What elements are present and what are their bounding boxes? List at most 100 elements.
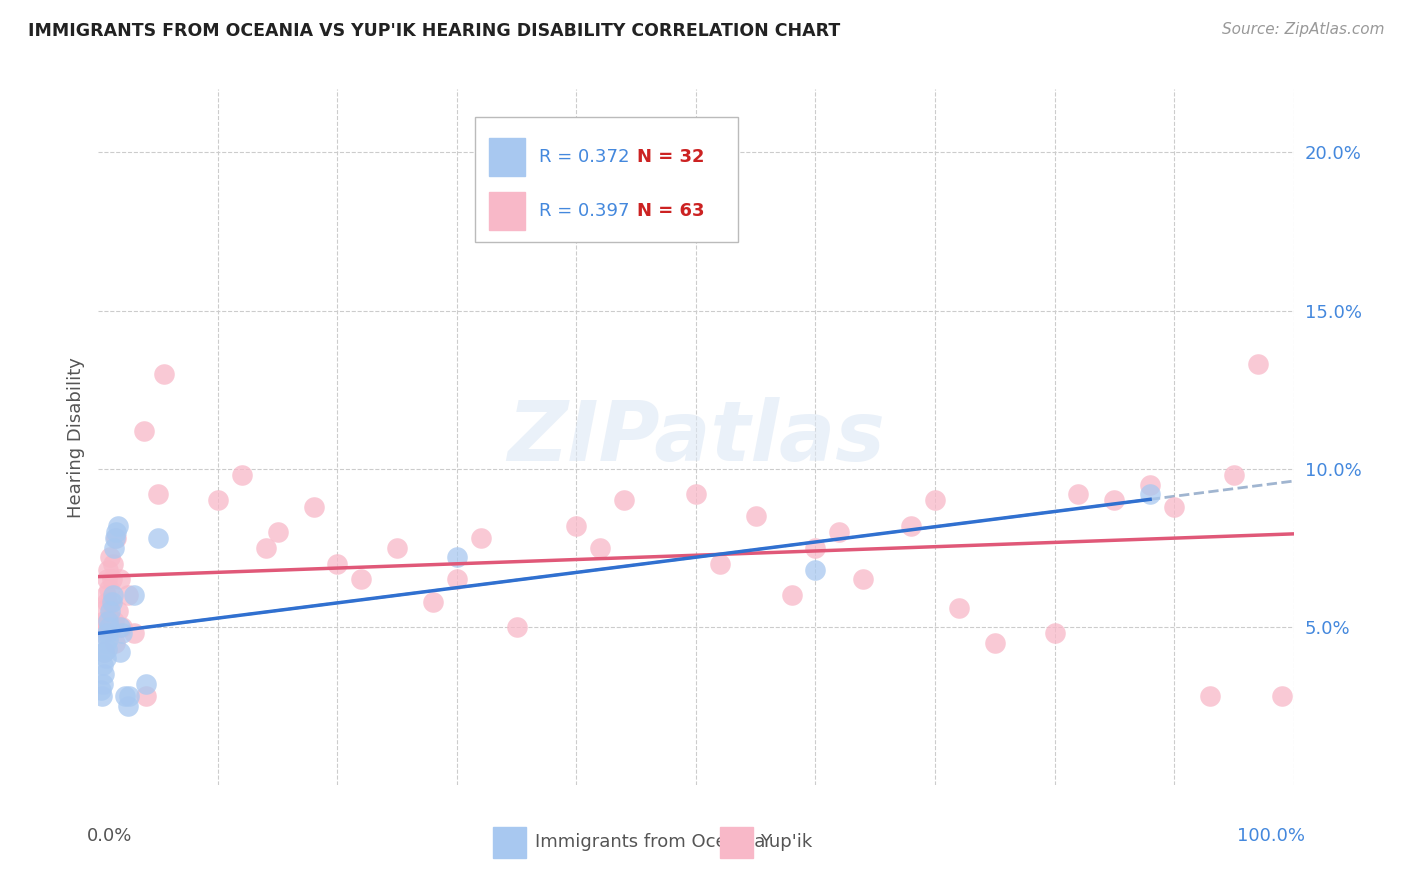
Point <box>148 531 170 545</box>
Point <box>118 690 141 704</box>
Point <box>90 620 112 634</box>
Point <box>97 632 120 647</box>
Point <box>267 524 290 539</box>
Text: R = 0.397: R = 0.397 <box>540 202 630 220</box>
Point <box>90 683 112 698</box>
Point <box>93 614 115 628</box>
FancyBboxPatch shape <box>489 138 524 177</box>
Point <box>107 518 129 533</box>
Point <box>117 698 139 713</box>
Point <box>111 626 134 640</box>
Text: N = 32: N = 32 <box>637 148 704 166</box>
Point <box>98 604 122 618</box>
Point <box>98 582 121 596</box>
Point <box>1223 468 1246 483</box>
Point <box>108 573 131 587</box>
Point <box>446 573 468 587</box>
Point <box>97 614 120 628</box>
Point <box>948 600 970 615</box>
Point <box>96 642 118 657</box>
Point <box>422 594 444 608</box>
Text: Yup'ik: Yup'ik <box>761 833 813 851</box>
FancyBboxPatch shape <box>494 827 526 858</box>
Point <box>132 424 155 438</box>
FancyBboxPatch shape <box>489 192 524 230</box>
Point <box>1199 690 1222 704</box>
Point <box>91 626 114 640</box>
Point <box>446 550 468 565</box>
Point <box>135 690 157 704</box>
Point <box>107 604 129 618</box>
Point <box>100 594 122 608</box>
Point <box>148 487 170 501</box>
Point <box>104 635 127 649</box>
Point <box>1139 487 1161 501</box>
Point <box>326 557 349 571</box>
Y-axis label: Hearing Disability: Hearing Disability <box>66 357 84 517</box>
Point <box>1067 487 1090 501</box>
Point <box>91 657 114 672</box>
Point <box>96 626 118 640</box>
Point <box>91 604 114 618</box>
Point <box>207 493 229 508</box>
Point <box>745 509 768 524</box>
Point <box>804 563 827 577</box>
Point <box>565 518 588 533</box>
Text: 100.0%: 100.0% <box>1237 827 1306 845</box>
Point <box>108 645 131 659</box>
Point <box>93 645 115 659</box>
Point <box>124 626 146 640</box>
Point <box>105 531 128 545</box>
Point <box>254 541 277 555</box>
Text: ZIPatlas: ZIPatlas <box>508 397 884 477</box>
Point <box>900 518 922 533</box>
Point <box>117 588 139 602</box>
Text: R = 0.372: R = 0.372 <box>540 148 630 166</box>
Point <box>97 563 120 577</box>
Point <box>1247 357 1270 371</box>
Point <box>96 573 118 587</box>
Text: N = 63: N = 63 <box>637 202 704 220</box>
Point <box>589 541 612 555</box>
Point <box>114 690 136 704</box>
Point <box>385 541 409 555</box>
Point <box>506 620 529 634</box>
Point <box>302 500 325 514</box>
Point <box>852 573 875 587</box>
Point <box>93 667 115 681</box>
Point <box>1139 477 1161 491</box>
Point <box>101 557 124 571</box>
Point <box>1043 626 1066 640</box>
Point <box>91 677 114 691</box>
Point <box>153 367 176 381</box>
Point <box>780 588 803 602</box>
FancyBboxPatch shape <box>720 827 754 858</box>
Point <box>135 677 157 691</box>
Point <box>470 531 492 545</box>
Text: IMMIGRANTS FROM OCEANIA VS YUP'IK HEARING DISABILITY CORRELATION CHART: IMMIGRANTS FROM OCEANIA VS YUP'IK HEARIN… <box>28 22 841 40</box>
Point <box>96 594 118 608</box>
Point <box>124 588 146 602</box>
Point <box>103 614 125 628</box>
Point <box>1271 690 1294 704</box>
Point <box>111 620 134 634</box>
Point <box>98 620 121 634</box>
Point <box>101 588 124 602</box>
FancyBboxPatch shape <box>475 117 738 243</box>
Text: 0.0%: 0.0% <box>87 827 132 845</box>
Point <box>105 524 128 539</box>
Point <box>984 635 1007 649</box>
Point <box>91 690 114 704</box>
Point <box>98 550 122 565</box>
Point <box>94 635 117 649</box>
Point <box>1163 500 1185 514</box>
Text: Source: ZipAtlas.com: Source: ZipAtlas.com <box>1222 22 1385 37</box>
Point <box>104 531 127 545</box>
Point <box>613 493 636 508</box>
Point <box>103 541 125 555</box>
Point <box>100 573 122 587</box>
Point <box>828 524 851 539</box>
Point <box>94 651 117 665</box>
Point <box>94 588 117 602</box>
Point <box>1104 493 1126 508</box>
